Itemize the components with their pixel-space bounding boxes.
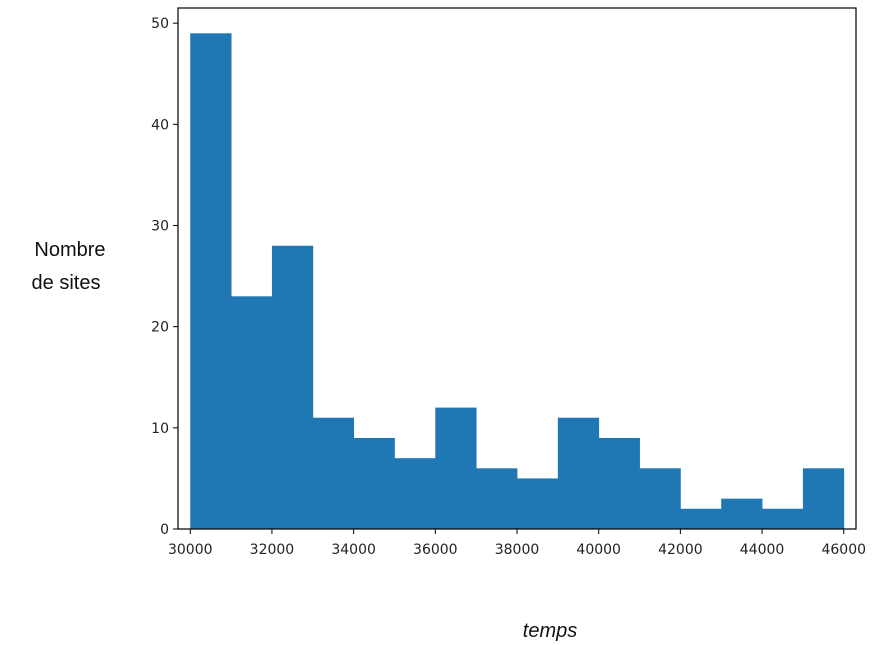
x-tick-label-6: 42000 (658, 542, 703, 558)
x-tick-label-2: 34000 (331, 542, 376, 558)
y-axis-label-line-2: de sites (32, 272, 101, 294)
x-tick-label-7: 44000 (740, 542, 785, 558)
x-tick-label-1: 32000 (250, 542, 295, 558)
histogram-bar-3 (312, 417, 355, 529)
histogram-bar-12 (680, 508, 722, 529)
histogram-bar-0 (190, 33, 232, 530)
x-tick-label-5: 40000 (576, 542, 621, 558)
histogram-bar-14 (762, 508, 804, 529)
x-axis-ticks: 30000 32000 34000 36000 38000 40000 42000 44000… (168, 529, 866, 558)
histogram-bar-1 (231, 296, 273, 529)
y-axis-ticks: 0 10 20 30 40 50 (151, 16, 178, 538)
y-tick-label-0: 0 (160, 522, 169, 538)
histogram-bar-5 (394, 458, 436, 529)
histogram-bar-9 (557, 417, 600, 529)
x-tick-label-0: 30000 (168, 542, 213, 558)
y-tick-label-3: 30 (151, 219, 169, 235)
y-tick-label-4: 40 (151, 117, 169, 133)
histogram-bar-10 (598, 437, 640, 529)
histogram-bar-4 (353, 437, 395, 529)
histogram-bar-7 (476, 468, 518, 529)
histogram-bar-13 (721, 498, 763, 529)
histogram-bar-2 (271, 245, 314, 530)
y-tick-label-2: 20 (151, 320, 169, 336)
histogram-bar-11 (639, 468, 681, 529)
y-axis-label-line-1: Nombre (34, 239, 105, 261)
y-tick-label-1: 10 (151, 421, 169, 437)
y-tick-label-5: 50 (151, 16, 169, 32)
x-tick-label-8: 46000 (821, 542, 866, 558)
x-axis-label: temps (523, 620, 577, 642)
histogram-bar-8 (517, 478, 559, 529)
histogram-bar-6 (435, 407, 477, 529)
x-tick-label-3: 36000 (413, 542, 458, 558)
x-tick-label-4: 38000 (495, 542, 540, 558)
histogram-bar-15 (802, 468, 845, 529)
bars-group (190, 33, 845, 530)
